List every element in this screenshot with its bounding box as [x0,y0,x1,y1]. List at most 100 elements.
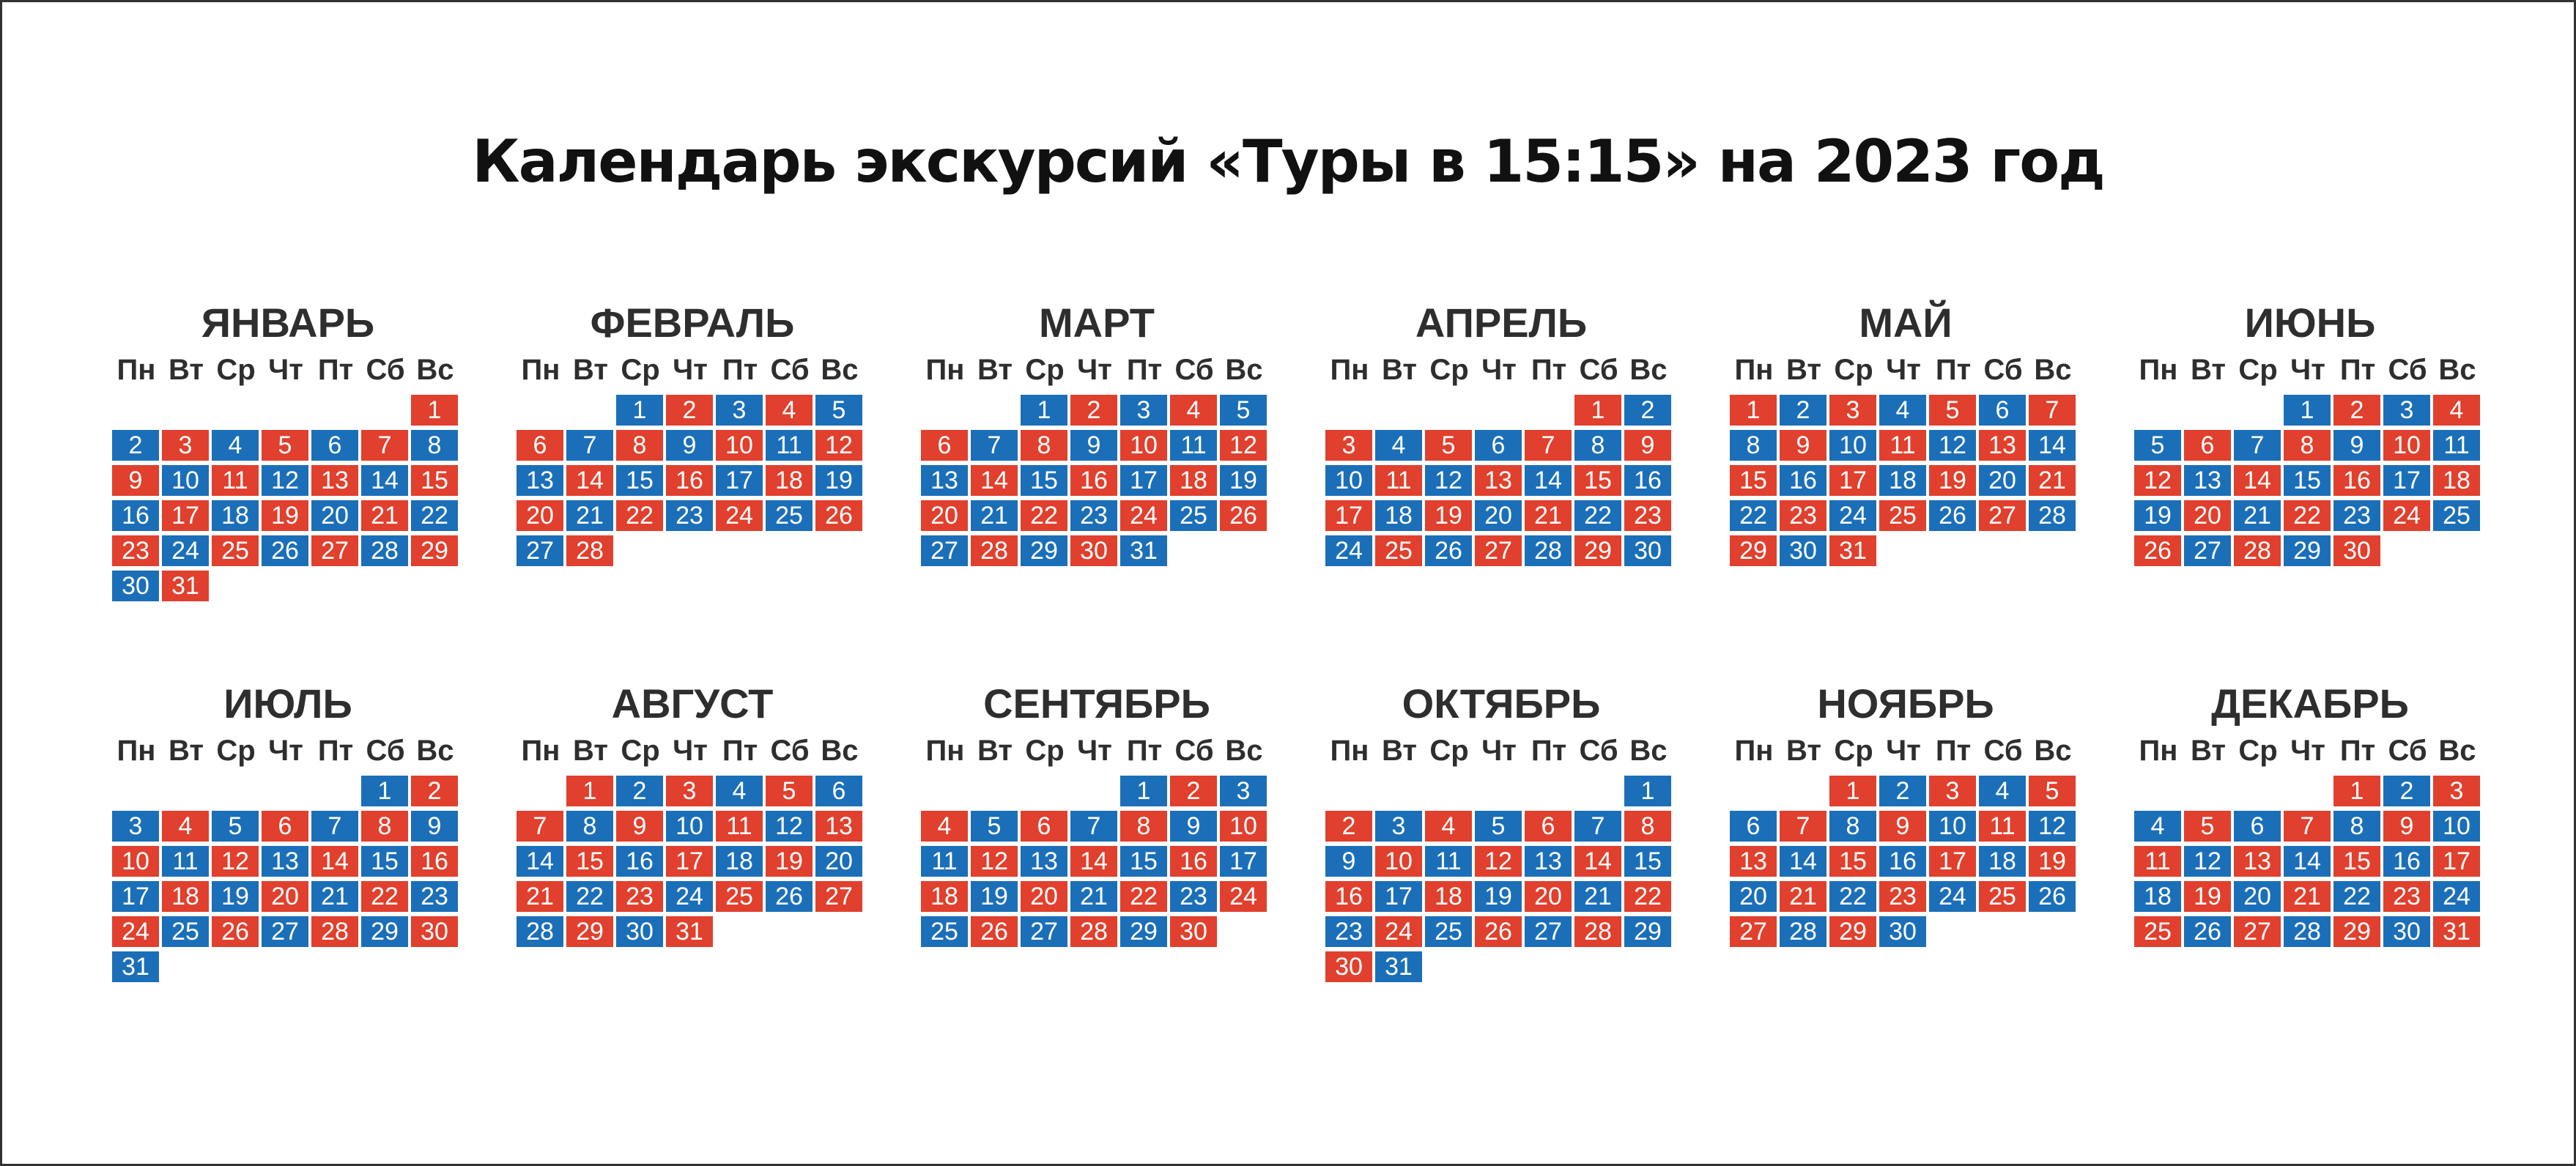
day-cell: 3 [716,395,763,426]
day-cell: 21 [1525,500,1572,531]
day-cell: 17 [1829,465,1876,496]
day-cell: 13 [517,465,563,496]
day-cell: 6 [1021,811,1067,842]
day-cell: 12 [1425,465,1472,496]
day-cell: 14 [2234,465,2281,496]
day-cell: 6 [311,430,358,461]
day-cell: 20 [815,846,862,877]
day-cell: 13 [262,846,308,877]
day-cell: 11 [1170,430,1217,461]
weekday-label: Сб [1983,354,2023,386]
weekday-label: Ср [1025,735,1065,767]
day-cell: 2 [1624,395,1671,426]
weekday-label: Вс [1629,354,1668,386]
day-cell: 7 [2284,811,2331,842]
day-cell: 1 [1120,776,1167,806]
day-cell: 28 [311,916,358,947]
weekday-label: Вт [2191,354,2226,386]
day-cell: 29 [1120,916,1167,947]
day-cell: 1 [1730,395,1777,426]
day-cell: 14 [2029,430,2076,461]
day-cell: 25 [1170,500,1217,531]
day-cell: 13 [921,465,968,496]
weekday-label: Вт [573,354,608,386]
weekday-label: Вс [2034,354,2072,386]
day-cell: 20 [262,881,308,912]
day-cell: 9 [616,811,663,842]
day-cell: 12 [262,465,308,496]
day-cell: 17 [1120,465,1167,496]
day-cell: 27 [2234,916,2281,947]
day-cell: 31 [1375,951,1422,982]
day-cell: 17 [2383,465,2430,496]
day-cell: 3 [1829,395,1876,426]
day-cell: 14 [2284,846,2331,877]
day-cell: 19 [1220,465,1267,496]
day-cell: 28 [971,535,1018,566]
day-cell: 9 [2333,430,2380,461]
month-name: МАРТ [1039,300,1155,346]
day-cell: 15 [1730,465,1777,496]
day-cell: 27 [1525,916,1572,947]
day-cell: 23 [112,535,159,566]
day-cell: 18 [1170,465,1217,496]
day-cell: 15 [1021,465,1067,496]
day-cell: 7 [361,430,408,461]
weekday-label: Чт [673,735,708,767]
day-cell: 14 [1070,846,1117,877]
day-cell: 4 [2433,395,2480,426]
day-cell: 9 [1170,811,1217,842]
weekday-label: Ср [621,354,660,386]
day-cell: 23 [2333,500,2380,531]
weekday-label: Сб [2388,354,2427,386]
month-name: МАЙ [1859,300,1953,346]
day-cell: 22 [566,881,613,912]
day-cell: 25 [2433,500,2480,531]
day-cell: 18 [2134,881,2181,912]
weekday-label: Вт [169,735,204,767]
day-cell: 13 [1979,430,2026,461]
day-cell: 28 [566,535,613,566]
day-cell: 2 [2333,395,2380,426]
day-cell: 13 [1021,846,1067,877]
day-cell: 26 [1475,916,1522,947]
day-cell: 21 [2029,465,2076,496]
day-cell: 4 [1425,811,1472,842]
day-cell: 26 [1220,500,1267,531]
weekday-label: Пт [1126,354,1163,386]
day-cell: 24 [716,500,763,531]
day-cell: 7 [1070,811,1117,842]
day-cell: 19 [212,881,259,912]
day-cell: 11 [1375,465,1422,496]
weekday-label: Сб [1983,735,2023,767]
day-cell: 7 [1525,430,1572,461]
day-cell: 11 [2134,846,2181,877]
day-cell: 15 [1574,465,1621,496]
day-cell: 21 [2284,881,2331,912]
day-cell: 26 [2184,916,2231,947]
day-cell: 4 [2134,811,2181,842]
day-cell: 10 [666,811,713,842]
month-name: ЯНВАРЬ [201,300,375,346]
day-cell: 17 [716,465,763,496]
day-cell: 19 [1475,881,1522,912]
day-cell: 22 [411,500,458,531]
day-cell: 3 [666,776,713,806]
day-cell: 6 [1979,395,2026,426]
day-cell: 31 [2433,916,2480,947]
weekday-label: Чт [1077,735,1112,767]
weekday-label: Пн [1734,354,1774,386]
day-cell: 5 [1475,811,1522,842]
day-cell: 28 [361,535,408,566]
day-cell: 9 [1624,430,1671,461]
day-cell: 13 [2184,465,2231,496]
day-cell: 10 [1375,846,1422,877]
day-cell: 25 [2134,916,2181,947]
day-cell: 9 [112,465,159,496]
day-cell: 14 [517,846,563,877]
day-cell: 31 [112,951,159,982]
day-cell: 20 [2234,881,2281,912]
day-cell: 11 [212,465,259,496]
day-cell: 15 [2333,846,2380,877]
day-cell: 30 [2383,916,2430,947]
